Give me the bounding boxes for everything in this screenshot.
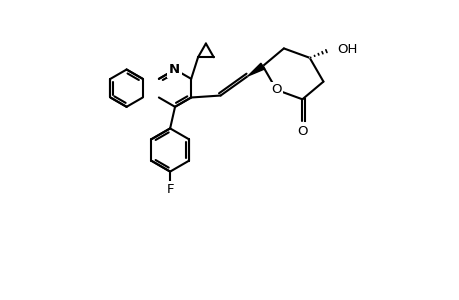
Text: OH: OH (336, 44, 357, 56)
Text: F: F (166, 183, 174, 196)
Text: O: O (271, 83, 281, 96)
Text: N: N (168, 63, 179, 76)
Text: O: O (297, 125, 307, 138)
Polygon shape (247, 63, 264, 76)
